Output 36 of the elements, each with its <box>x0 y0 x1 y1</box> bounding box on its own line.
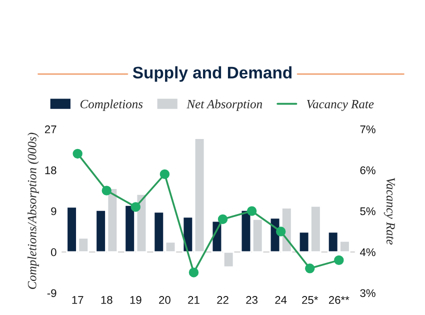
legend-label: Vacancy Rate <box>306 100 374 111</box>
legend-label: Net Absorption <box>186 100 262 111</box>
x-tick-label: 24 <box>275 296 287 304</box>
y-tick-label: 18 <box>45 166 56 174</box>
y-tick-label: 9 <box>51 207 56 216</box>
y-tick-label: 0 <box>51 248 56 256</box>
x-tick-label: 23 <box>246 296 258 304</box>
x-tick-label: 17 <box>72 296 84 304</box>
legend-label: Completions <box>80 100 143 111</box>
chart-title: Supply and Demand <box>132 66 292 82</box>
y2-tick-label: 4% <box>360 248 376 256</box>
x-tick-label: 18 <box>101 296 112 304</box>
point <box>160 169 170 180</box>
x-tick-label: 22 <box>217 296 228 304</box>
point <box>305 264 315 274</box>
y-tick-label: -9 <box>47 289 56 298</box>
y-tick-label: 27 <box>44 125 56 134</box>
point <box>130 202 141 212</box>
point <box>72 148 82 159</box>
x-tick-label: 19 <box>130 296 142 304</box>
point <box>334 255 344 266</box>
point <box>276 226 286 236</box>
y2-axis-title: Vacancy Rate <box>384 178 395 245</box>
y2-tick-label: 7% <box>360 125 376 134</box>
point <box>218 214 228 224</box>
x-tick-label: 20 <box>159 296 170 304</box>
y2-tick-label: 3% <box>360 289 376 298</box>
x-tick-label: 26** <box>328 296 350 304</box>
y-axis-title: Completions/Absorption (000s) <box>28 132 39 289</box>
point <box>102 186 112 196</box>
x-tick-label: 25* <box>302 296 318 304</box>
x-tick-label: 21 <box>188 296 200 304</box>
point <box>188 268 199 278</box>
y2-tick-label: 6% <box>360 166 376 174</box>
y2-tick-label: 5% <box>360 207 376 216</box>
point <box>246 206 257 216</box>
